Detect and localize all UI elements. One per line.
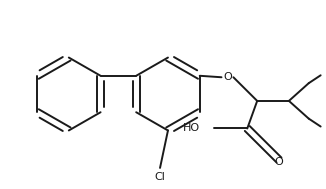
Text: O: O xyxy=(223,72,232,82)
Text: O: O xyxy=(274,157,283,167)
Text: HO: HO xyxy=(183,123,200,133)
Text: Cl: Cl xyxy=(155,172,166,182)
